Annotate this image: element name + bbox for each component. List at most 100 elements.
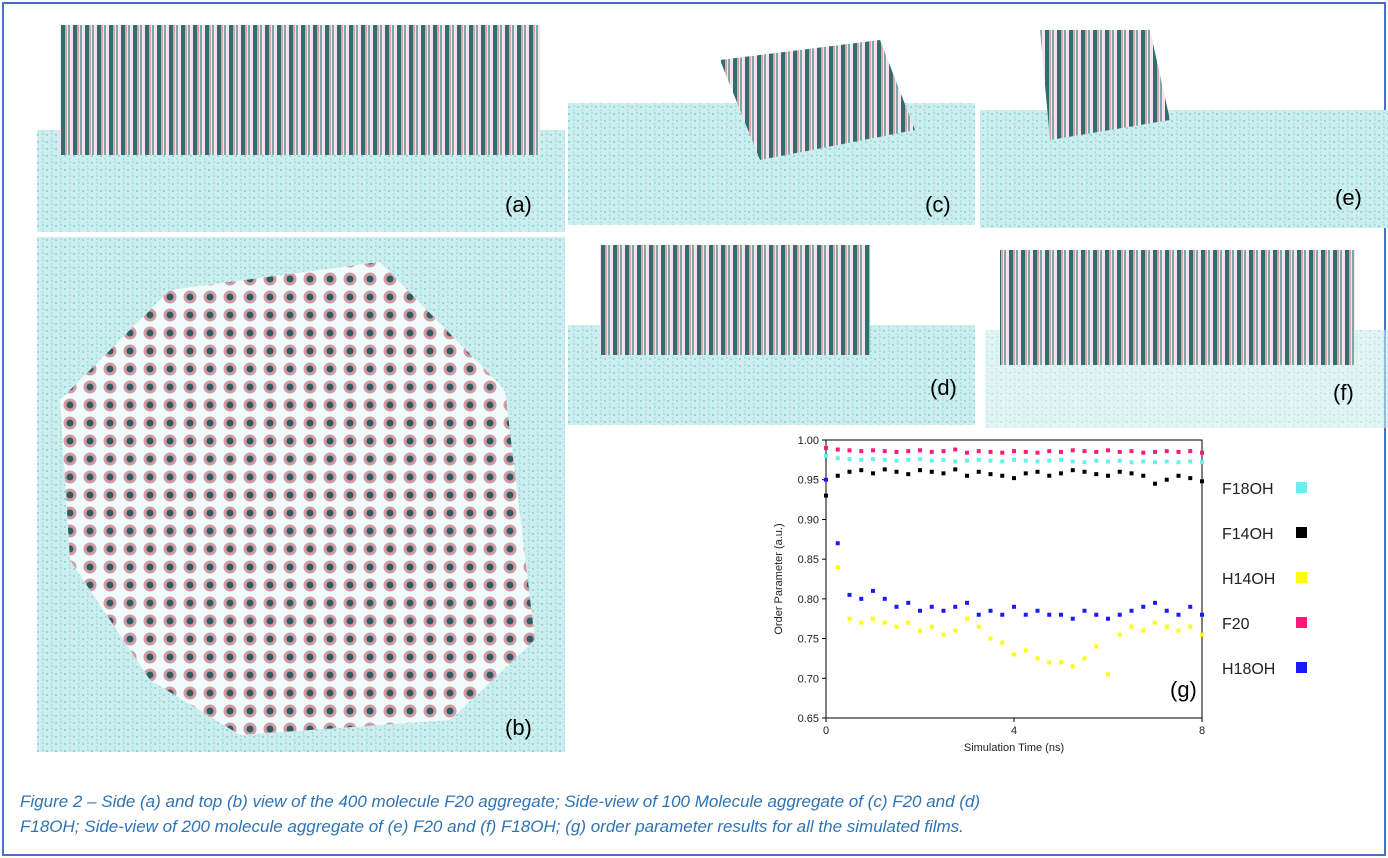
- point: [1177, 450, 1181, 454]
- point: [1036, 459, 1040, 463]
- point: [1165, 609, 1169, 613]
- point: [1036, 656, 1040, 660]
- x-tick-label: 8: [1199, 725, 1205, 737]
- point: [977, 613, 981, 617]
- point: [848, 457, 852, 461]
- point: [1059, 660, 1063, 664]
- point: [930, 625, 934, 629]
- point: [836, 448, 840, 452]
- panel-d: (d): [568, 245, 975, 425]
- point: [1071, 459, 1075, 463]
- point: [1094, 613, 1098, 617]
- point: [1106, 448, 1110, 452]
- point: [1000, 474, 1004, 478]
- point: [1200, 479, 1204, 483]
- point: [989, 637, 993, 641]
- point: [977, 458, 981, 462]
- y-axis-title: Order Parameter (a.u.): [773, 523, 785, 634]
- point: [1059, 471, 1063, 475]
- point: [1036, 451, 1040, 455]
- point: [1118, 450, 1122, 454]
- point: [953, 605, 957, 609]
- plot-frame: [826, 440, 1202, 718]
- point: [836, 565, 840, 569]
- point: [836, 474, 840, 478]
- point: [1083, 449, 1087, 453]
- caption: Figure 2 – Side (a) and top (b) view of …: [20, 792, 980, 811]
- point: [895, 450, 899, 454]
- point: [953, 629, 957, 633]
- point: [906, 449, 910, 453]
- point: [895, 470, 899, 474]
- point: [1094, 472, 1098, 476]
- x-tick-label: 0: [823, 725, 829, 737]
- figure: (a) (b) (c) (e) (d) (f) 0.650.700.750.80…: [0, 0, 1388, 858]
- point: [1130, 471, 1134, 475]
- point: [1047, 459, 1051, 463]
- point: [1059, 450, 1063, 454]
- point: [965, 601, 969, 605]
- panel-label: (g): [1170, 677, 1197, 702]
- y-tick-label: 0.70: [798, 673, 819, 685]
- point: [953, 448, 957, 452]
- y-tick-label: 0.85: [798, 554, 819, 566]
- point: [883, 597, 887, 601]
- point: [1106, 474, 1110, 478]
- panel-f: (f): [985, 250, 1388, 428]
- point: [1012, 605, 1016, 609]
- y-tick-label: 0.95: [798, 475, 819, 487]
- point: [1141, 451, 1145, 455]
- point: [1188, 605, 1192, 609]
- x-tick-label: 4: [1011, 725, 1017, 737]
- point: [942, 633, 946, 637]
- point: [1188, 449, 1192, 453]
- panel-label: (c): [925, 192, 951, 217]
- panel-e: (e): [980, 30, 1388, 228]
- point: [871, 589, 875, 593]
- point: [824, 454, 828, 458]
- point: [1000, 451, 1004, 455]
- point: [1188, 476, 1192, 480]
- point: [1024, 471, 1028, 475]
- point: [1024, 459, 1028, 463]
- point: [883, 458, 887, 462]
- panel-label: (f): [1333, 380, 1354, 405]
- legend-swatch: [1296, 572, 1307, 583]
- legend-swatch: [1296, 662, 1307, 673]
- point: [918, 457, 922, 461]
- point: [1118, 613, 1122, 617]
- point: [953, 467, 957, 471]
- point: [1200, 451, 1204, 455]
- point: [1012, 449, 1016, 453]
- point: [1083, 470, 1087, 474]
- y-tick-label: 0.90: [798, 514, 819, 526]
- point: [859, 458, 863, 462]
- point: [1165, 449, 1169, 453]
- point: [848, 617, 852, 621]
- point: [1012, 476, 1016, 480]
- point: [859, 468, 863, 472]
- point: [953, 459, 957, 463]
- point: [1153, 482, 1157, 486]
- point: [918, 448, 922, 452]
- point: [1130, 449, 1134, 453]
- caption: F18OH; Side-view of 200 molecule aggrega…: [20, 817, 964, 836]
- point: [824, 494, 828, 498]
- point: [1000, 641, 1004, 645]
- point: [1165, 625, 1169, 629]
- point: [1047, 613, 1051, 617]
- point: [942, 471, 946, 475]
- point: [1118, 459, 1122, 463]
- legend-label: F20: [1222, 616, 1250, 633]
- point: [1165, 459, 1169, 463]
- point: [1000, 613, 1004, 617]
- panel-label: (b): [505, 715, 532, 740]
- panel-a: (a): [37, 25, 565, 232]
- point: [1106, 617, 1110, 621]
- point: [1047, 449, 1051, 453]
- point: [977, 625, 981, 629]
- legend-swatch: [1296, 527, 1307, 538]
- point: [836, 541, 840, 545]
- point: [1083, 656, 1087, 660]
- point: [848, 448, 852, 452]
